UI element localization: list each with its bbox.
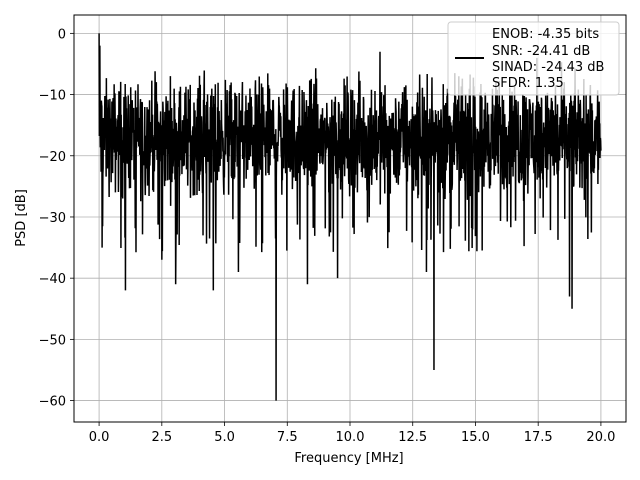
x-tick-label: 2.5 <box>151 430 172 445</box>
legend-box <box>447 21 620 96</box>
legend-line-sfdr: SFDR: 1.35 <box>492 76 564 91</box>
y-tick-label: −10 <box>39 89 66 104</box>
x-axis: 0.0 2.5 5.0 7.5 10.0 12.5 15.0 17.5 20.0 <box>89 422 615 445</box>
legend-line-snr: SNR: -24.41 dB <box>492 44 590 59</box>
x-tick-label: 10.0 <box>336 430 365 445</box>
x-axis-label: Frequency [MHz] <box>294 451 403 466</box>
legend-line-sinad: SINAD: -24.43 dB <box>492 60 604 75</box>
x-tick-label: 5.0 <box>214 430 235 445</box>
legend: ENOB: -4.35 bits SNR: -24.41 dB SINAD: -… <box>447 21 620 96</box>
x-tick-label: 0.0 <box>89 430 110 445</box>
y-tick-label: −60 <box>39 395 66 410</box>
y-tick-label: −50 <box>39 333 66 348</box>
y-tick-label: −40 <box>39 272 66 287</box>
x-tick-label: 7.5 <box>277 430 298 445</box>
y-tick-label: 0 <box>58 27 66 42</box>
y-tick-label: −20 <box>39 150 66 165</box>
x-tick-label: 20.0 <box>586 430 615 445</box>
y-tick-label: −30 <box>39 211 66 226</box>
y-axis: 0 −10 −20 −30 −40 −50 −60 <box>39 27 74 410</box>
x-tick-label: 15.0 <box>461 430 490 445</box>
x-tick-label: 17.5 <box>524 430 553 445</box>
legend-line-enob: ENOB: -4.35 bits <box>492 27 599 42</box>
psd-trace <box>98 33 602 401</box>
y-axis-label: PSD [dB] <box>14 189 29 247</box>
psd-series <box>98 33 602 401</box>
x-tick-label: 12.5 <box>398 430 427 445</box>
